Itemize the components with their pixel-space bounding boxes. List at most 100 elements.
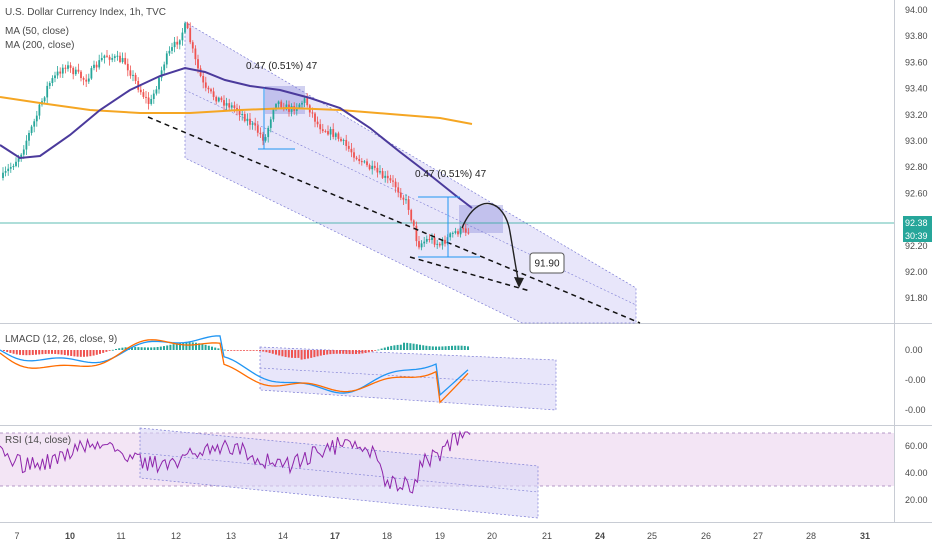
candle-body [51,78,54,84]
candle-body [337,133,340,139]
macd-bar [44,350,47,354]
macd-bar [367,350,370,353]
macd-bar [243,350,245,351]
candle-body [412,220,415,226]
macd-bar [377,349,380,351]
candle-body [61,67,64,74]
candle-body [425,238,428,242]
rsi-pane[interactable]: RSI (14, close) 60.00 40.00 20.00 [0,427,928,519]
candle-body [134,74,137,81]
candle-body [358,159,361,162]
candle-body [106,55,108,57]
macd-bar [6,350,9,353]
time-tick: 13 [226,531,236,541]
candle-body [243,114,246,122]
macd-bar [47,350,50,354]
macd-bar [415,344,418,350]
candle-body [436,243,439,245]
last-price-tag [903,216,932,229]
macd-bar [79,350,82,357]
time-tick: 31 [860,531,870,541]
candle-body [129,70,132,76]
candle-body [386,175,389,179]
candle-body [168,50,171,54]
candle-body [407,199,410,210]
candle-body [441,239,444,246]
macd-bar [51,350,53,354]
macd-bar [460,345,463,350]
macd-bar [329,350,332,355]
candle-body [17,158,20,162]
candle-body [111,58,114,60]
candle-body [181,32,184,41]
macd-bar [303,350,306,360]
macd-bar [444,346,447,350]
candle-body [324,131,327,133]
macd-bar [92,350,95,356]
macd-bar [441,346,444,350]
macd-bar [89,350,92,357]
regression-channel [184,21,637,324]
time-tick: 26 [701,531,711,541]
candle-body [376,167,379,173]
macd-bar [438,346,441,350]
candle-body [126,63,129,71]
macd-bar [95,350,98,355]
price-axis[interactable]: 94.00 93.80 93.60 93.40 93.20 93.00 92.80 92.60… [905,5,928,303]
macd-bar [12,350,15,354]
macd-bar [390,345,393,350]
candle-body [319,124,322,130]
candle-body [64,67,67,69]
time-tick: 28 [806,531,816,541]
candle-body [212,91,215,97]
macd-bar [137,347,140,350]
macd-bar [19,350,21,355]
macd-bar [319,350,322,356]
candle-body [119,55,121,62]
macd-bar [102,350,105,353]
candle-body [7,168,10,172]
macd-bar [118,348,121,350]
candle-body [405,199,407,201]
candle-body [113,56,116,59]
macd-bar [307,350,309,359]
price-pane[interactable]: 91.90 0.47 (0.51%) 47 0.47 (0.51%) 47 U.… [0,5,932,324]
lower-trendline [409,256,531,292]
macd-pane[interactable]: LMACD (12, 26, close, 9) 0.00 -0.00 -0.0… [0,334,926,415]
candle-body [35,115,38,122]
candle-body [267,127,270,138]
candle-body [464,228,467,233]
candle-body [451,232,454,234]
macd-bar [387,346,389,350]
macd-histogram [3,342,469,360]
candle-body [420,243,423,248]
macd-bar [214,347,217,350]
candle-body [399,192,402,198]
candle-body [54,75,56,79]
candle-body [454,231,457,233]
candle-body [20,154,23,159]
macd-bar [323,350,325,356]
candle-body [467,232,470,234]
candle-body [373,165,376,168]
candle-body [142,92,145,97]
candle-body [103,55,106,58]
macd-bar [175,343,178,350]
macd-bar [281,350,284,357]
candle-body [269,119,272,128]
candle-body [69,65,72,68]
candle-body [459,228,462,235]
candle-body [93,64,95,69]
candle-body [342,139,345,141]
time-tick: 27 [753,531,763,541]
candle-body [82,78,85,80]
candle-body [316,121,319,125]
candle-body [165,53,168,65]
candle-body [152,93,155,99]
measure-box-1 [265,86,305,114]
time-axis[interactable]: 7 10 11 12 13 14 17 18 19 20 21 24 25 26 27 28 31 [14,531,870,541]
price-tick: 93.00 [905,136,928,146]
macd-bar [316,350,319,357]
candle-body [254,123,257,126]
